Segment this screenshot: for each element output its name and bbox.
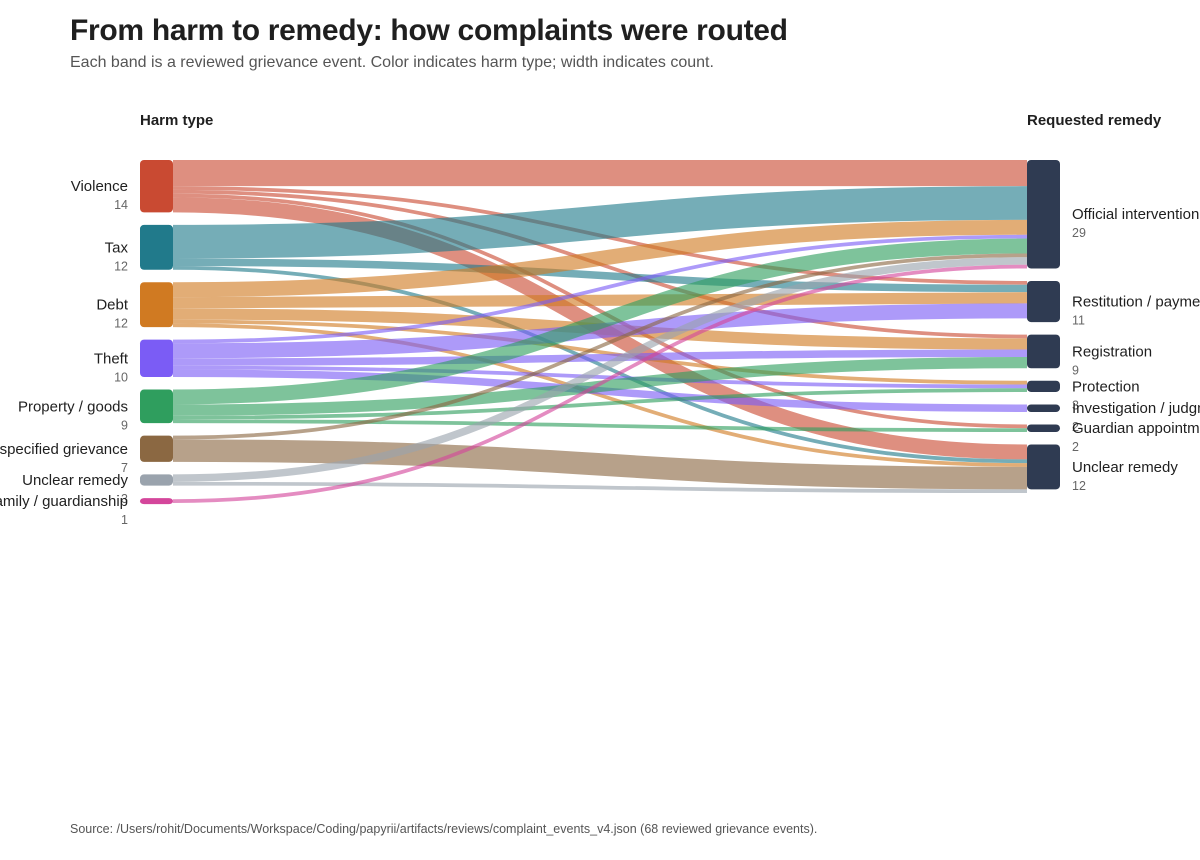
- link-tax-to-restitution-payment: [172, 258, 1028, 293]
- sankey-nodes: [140, 160, 1060, 505]
- link-debt-to-restitution-payment: [172, 292, 1028, 309]
- target-label-unclear-remedy: Unclear remedy: [1072, 459, 1178, 476]
- link-debt-to-official-intervention: [172, 219, 1028, 298]
- link-theft-to-restitution-payment: [172, 303, 1028, 359]
- source-label-violence: Violence: [71, 178, 128, 195]
- source-label-theft: Theft: [94, 350, 129, 367]
- source-count-property-goods: 9: [121, 418, 128, 432]
- link-unspecified-grievance-to-unclear-remedy: [172, 439, 1028, 490]
- target-count-investigation-judgment: 2: [1072, 420, 1079, 434]
- link-property-goods-to-registration: [172, 357, 1028, 416]
- source-node-tax: [140, 224, 173, 270]
- source-label-unspecified-grievance: Unspecified grievance: [0, 441, 128, 458]
- target-label-guardian-appointment: Guardian appointment: [1072, 420, 1200, 437]
- target-node-restitution-payment: [1027, 280, 1060, 323]
- source-label-property-goods: Property / goods: [18, 398, 128, 415]
- link-property-goods-to-guardian-appointment: [172, 419, 1028, 432]
- target-count-protection: 3: [1072, 398, 1079, 412]
- chart-subtitle: Each band is a reviewed grievance event.…: [70, 54, 714, 71]
- source-node-unclear-remedy: [140, 474, 173, 486]
- source-label-debt: Debt: [96, 297, 129, 314]
- target-count-registration: 9: [1072, 363, 1079, 377]
- source-count-tax: 12: [114, 259, 128, 273]
- target-node-official-intervention: [1027, 160, 1060, 269]
- link-theft-to-registration: [172, 349, 1028, 366]
- target-label-restitution-payment: Restitution / payment: [1072, 294, 1200, 311]
- target-label-registration: Registration: [1072, 343, 1152, 360]
- link-theft-to-protection: [172, 365, 1028, 389]
- link-unspecified-grievance-to-official-intervention: [172, 253, 1028, 440]
- source-count-debt: 12: [114, 317, 128, 331]
- source-label-family-guardianship: Family / guardianship: [0, 493, 128, 510]
- target-label-official-intervention: Official intervention: [1072, 206, 1199, 223]
- source-label-unclear-remedy: Unclear remedy: [22, 472, 128, 489]
- link-unclear-remedy-to-unclear-remedy: [172, 481, 1028, 494]
- target-count-restitution-payment: 11: [1072, 314, 1085, 328]
- source-count-theft: 10: [114, 370, 128, 384]
- link-debt-to-unclear-remedy: [172, 323, 1028, 467]
- target-label-investigation-judgment: Investigation / judgment: [1072, 400, 1200, 417]
- target-node-investigation-judgment: [1027, 404, 1060, 412]
- source-note: Source: /Users/rohit/Documents/Workspace…: [70, 822, 818, 836]
- target-node-protection: [1027, 380, 1060, 392]
- source-node-property-goods: [140, 389, 173, 424]
- target-count-unclear-remedy: 12: [1072, 479, 1086, 493]
- right-column-header: Requested remedy: [1027, 112, 1162, 129]
- target-count-official-intervention: 29: [1072, 226, 1086, 240]
- source-count-unspecified-grievance: 7: [121, 461, 128, 475]
- target-count-guardian-appointment: 2: [1072, 440, 1079, 454]
- link-family-guardianship-to-official-intervention: [172, 264, 1028, 503]
- link-theft-to-official-intervention: [172, 234, 1028, 344]
- source-count-unclear-remedy: 3: [121, 492, 128, 506]
- link-violence-to-guardian-appointment: [172, 193, 1028, 429]
- link-property-goods-to-protection: [172, 388, 1028, 420]
- source-node-debt: [140, 282, 173, 328]
- chart-title: From harm to remedy: how complaints were…: [70, 14, 788, 47]
- source-node-violence: [140, 160, 173, 213]
- target-label-protection: Protection: [1072, 378, 1140, 395]
- target-node-registration: [1027, 334, 1060, 369]
- link-tax-to-official-intervention: [172, 186, 1028, 259]
- source-node-unspecified-grievance: [140, 435, 173, 462]
- target-node-guardian-appointment: [1027, 424, 1060, 432]
- link-property-goods-to-official-intervention: [172, 238, 1028, 405]
- source-count-family-guardianship: 1: [121, 513, 128, 527]
- sankey-links: [172, 159, 1028, 503]
- source-node-theft: [140, 339, 173, 378]
- source-node-family-guardianship: [140, 498, 173, 505]
- source-label-tax: Tax: [105, 239, 129, 256]
- left-column-header: Harm type: [140, 112, 213, 129]
- target-node-unclear-remedy: [1027, 444, 1060, 490]
- source-count-violence: 14: [114, 198, 128, 212]
- link-debt-to-protection: [172, 319, 1028, 385]
- link-unclear-remedy-to-official-intervention: [172, 257, 1028, 482]
